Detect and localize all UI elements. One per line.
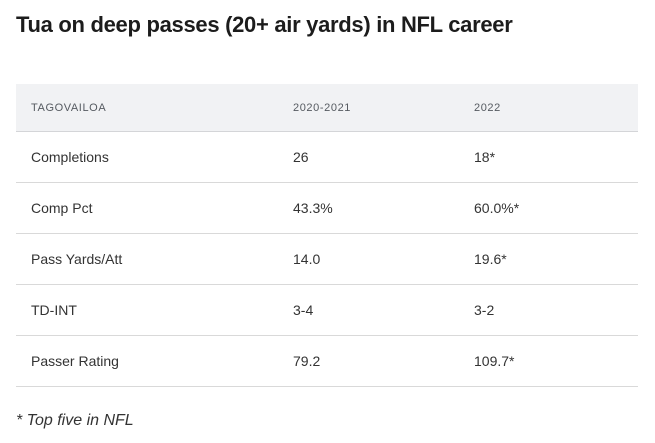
table-header-row: TAGOVAILOA 2020-2021 2022 — [16, 84, 638, 132]
table-row: Pass Yards/Att 14.0 19.6* — [16, 234, 638, 285]
value-2020-2021: 43.3% — [293, 200, 333, 216]
row-label: Comp Pct — [31, 200, 93, 216]
value-2020-2021: 3-4 — [293, 302, 314, 318]
table-row: Completions 26 18* — [16, 132, 638, 183]
table-row: Passer Rating 79.2 109.7* — [16, 336, 638, 387]
row-label: Completions — [31, 149, 109, 165]
value-2022: 18* — [474, 149, 496, 165]
footnote: * Top five in NFL — [16, 412, 134, 429]
value-2020-2021: 14.0 — [293, 251, 321, 267]
column-header-player: TAGOVAILOA — [31, 101, 107, 114]
page-title: Tua on deep passes (20+ air yards) in NF… — [16, 12, 513, 37]
value-2020-2021: 79.2 — [293, 353, 321, 369]
value-2022: 3-2 — [474, 302, 495, 318]
table-row: Comp Pct 43.3% 60.0%* — [16, 183, 638, 234]
value-2022: 109.7* — [474, 353, 515, 369]
table-row: TD-INT 3-4 3-2 — [16, 285, 638, 336]
row-label: TD-INT — [31, 302, 77, 318]
stats-table: TAGOVAILOA 2020-2021 2022 Completions 26… — [16, 84, 638, 387]
row-label: Passer Rating — [31, 353, 119, 369]
row-label: Pass Yards/Att — [31, 251, 123, 267]
column-header-2022: 2022 — [474, 101, 501, 114]
column-header-2020-2021: 2020-2021 — [293, 101, 352, 114]
value-2022: 60.0%* — [474, 200, 520, 216]
value-2020-2021: 26 — [293, 149, 309, 165]
value-2022: 19.6* — [474, 251, 507, 267]
